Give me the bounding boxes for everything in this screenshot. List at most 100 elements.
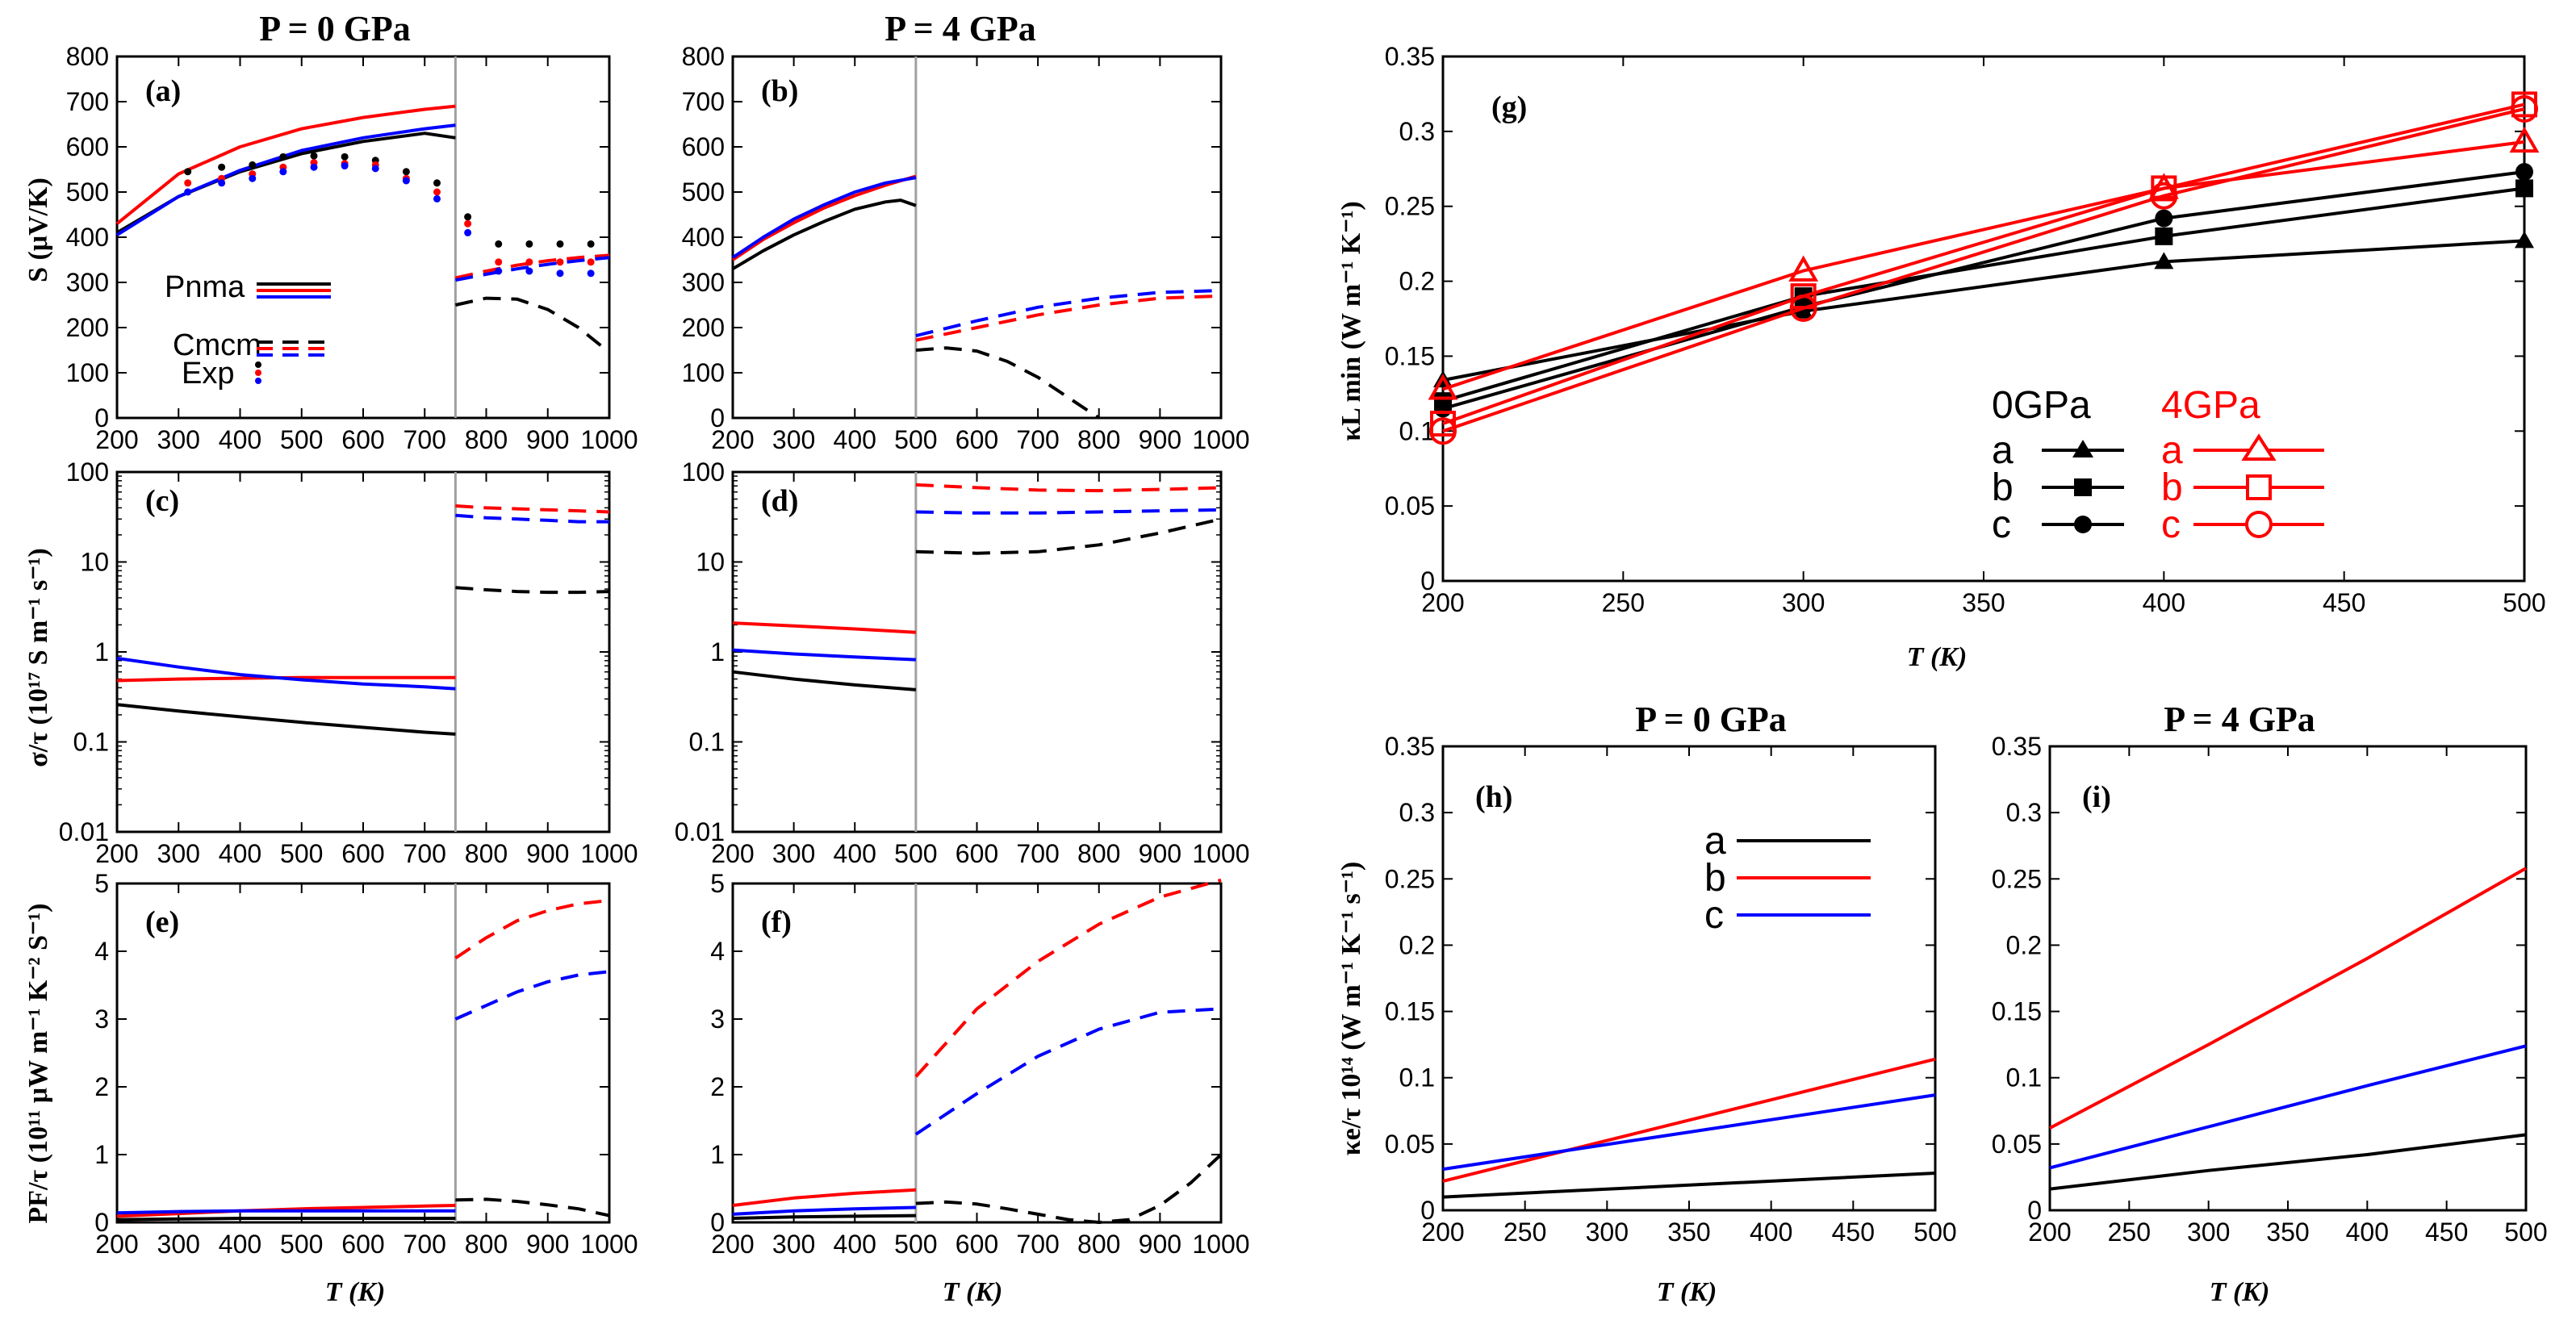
exp-point-exp-a	[279, 152, 287, 161]
x-tick-label-e: 800	[465, 1230, 508, 1259]
y-tick-label-h: 0.3	[1399, 798, 1435, 827]
x-tick-label-i: 400	[2346, 1218, 2389, 1247]
exp-point-exp-a	[433, 179, 441, 187]
legend-exp-c	[255, 378, 261, 384]
plot-frame-g	[1441, 55, 2526, 583]
marker-triangle-4gpa-a	[2509, 126, 2540, 153]
x-tick-label-e: 500	[280, 1230, 323, 1259]
x-tick-label-c: 500	[280, 839, 323, 868]
series-line-a-cmcm-c	[455, 256, 610, 282]
marker-circle-4gpa-c	[2150, 182, 2178, 210]
legend-g-c-4: c	[2161, 503, 2181, 546]
exp-point-exp-b	[495, 258, 503, 266]
x-tick-label-i: 200	[2028, 1218, 2071, 1247]
header-right-p4: P = 4 GPa	[2164, 700, 2315, 739]
x-tick-label-h: 300	[1586, 1218, 1629, 1247]
y-tick-label-b: 400	[682, 223, 725, 252]
series-line-b-pnma-a	[731, 198, 917, 270]
x-tick-label-c: 700	[404, 839, 446, 868]
x-tick-label-f: 1000	[1192, 1230, 1249, 1259]
x-tick-label-f: 800	[1077, 1230, 1120, 1259]
series-line-a-cmcm-b	[454, 253, 610, 280]
marker-square-0gpa-b	[2155, 227, 2173, 245]
exp-point-exp-b	[587, 258, 595, 266]
y-tick-label-g: 0.2	[1399, 267, 1435, 296]
series-line-g-0gpa-c	[1442, 170, 2525, 411]
panel-label-d: (d)	[761, 484, 798, 518]
header-right-p0: P = 0 GPa	[1635, 700, 1787, 739]
panel-label-b: (b)	[761, 74, 798, 108]
y-tick-label-f: 1	[710, 1140, 725, 1169]
x-tick-label-h: 250	[1503, 1218, 1546, 1247]
x-tick-label-f: 300	[772, 1230, 815, 1259]
ylabel-g: κL min (W m⁻¹ K⁻¹)	[1336, 201, 1366, 441]
exp-point-exp-a	[525, 240, 533, 248]
legend-g-marker-a-0	[2072, 440, 2093, 457]
x-tick-label-b: 400	[834, 425, 876, 454]
y-tick-label-f: 2	[710, 1072, 725, 1101]
series-line-d-cmcm-a	[915, 517, 1222, 555]
legend-exp-b	[255, 370, 261, 376]
panel-g: 200 250 300 350 400 450 500 0 0.05 0.1 0.15 0.2 0.25…	[1385, 42, 2546, 617]
legend-g-b-0: b	[1992, 466, 2014, 509]
exp-point-exp-c	[433, 194, 441, 203]
y-tick-label-h: 0	[1420, 1196, 1435, 1225]
series-line-g-4gpa-b	[1442, 102, 2525, 425]
x-tick-label-d: 1000	[1192, 839, 1249, 868]
series-line-h-c	[1442, 1093, 1936, 1172]
x-tick-label-e: 700	[404, 1230, 446, 1259]
x-tick-label-h: 400	[1750, 1218, 1792, 1247]
legend-g: 0GPa 4GPa a a b b c c	[1992, 384, 2324, 546]
ylabel-h: κe/τ 10¹⁴ (W m⁻¹ K⁻¹ s⁻¹)	[1336, 862, 1366, 1155]
exp-point-exp-c	[341, 162, 349, 170]
y-tick-label-a: 800	[66, 42, 109, 71]
x-tick-label-a: 600	[341, 425, 384, 454]
x-tick-label-c: 1000	[580, 839, 638, 868]
x-tick-label-i: 300	[2187, 1218, 2230, 1247]
x-tick-label-e: 200	[95, 1230, 138, 1259]
y-tick-label-g: 0.3	[1399, 117, 1435, 146]
y-tick-label-h: 0.1	[1399, 1063, 1435, 1092]
legend-g-marker-b-0	[2074, 478, 2092, 496]
exp-point-exp-a	[218, 163, 226, 171]
exp-point-exp-a	[402, 168, 410, 176]
panel-c: 200 300 400 500 600 700 800 900 1000 0.01 0.1 1 10 10…	[59, 457, 638, 868]
series-line-g-0gpa-b	[1442, 186, 2525, 403]
x-tick-label-i: 350	[2266, 1218, 2309, 1247]
ylabel-a: S (μV/K)	[23, 178, 53, 282]
y-tick-label-b: 800	[682, 42, 725, 71]
x-tick-label-f: 500	[894, 1230, 937, 1259]
y-tick-label-f: 5	[710, 869, 725, 898]
panel-label-c: (c)	[145, 484, 179, 518]
exp-point-exp-c	[249, 174, 257, 182]
header-left-p0: P = 0 GPa	[259, 9, 411, 48]
x-tick-label-h: 200	[1421, 1218, 1464, 1247]
y-tick-label-g: 0.25	[1385, 192, 1435, 221]
xlabel-h: T (K)	[1657, 1277, 1717, 1307]
y-tick-label-a: 500	[66, 178, 109, 207]
legend-exp-a	[255, 361, 261, 368]
y-tick-label-c: 0.1	[73, 728, 109, 757]
series-line-e-pnma-c	[116, 1209, 456, 1215]
x-tick-label-g: 200	[1421, 588, 1464, 617]
x-tick-label-i: 450	[2425, 1218, 2468, 1247]
marker-circle-0gpa-c	[2515, 163, 2533, 181]
series-line-f-cmcm-c	[914, 1007, 1222, 1136]
y-tick-label-d: 1	[710, 637, 725, 666]
xlabel-f: T (K)	[943, 1277, 1003, 1307]
x-tick-label-c: 200	[95, 839, 138, 868]
x-tick-label-g: 350	[1962, 588, 2005, 617]
y-tick-label-a: 300	[66, 268, 109, 297]
series-line-c-cmcm-a	[455, 586, 610, 595]
y-tick-label-b: 700	[682, 87, 725, 116]
x-tick-label-a: 800	[465, 425, 508, 454]
exp-point-exp-b	[556, 258, 564, 266]
panel-a: 200 300 400 500 600 700 800 900 1000 0 100 200 300 40…	[66, 42, 638, 454]
series-line-e-cmcm-b	[454, 899, 610, 960]
y-tick-label-c: 100	[66, 457, 109, 487]
y-tick-label-a: 600	[66, 132, 109, 161]
y-tick-label-b: 300	[682, 268, 725, 297]
series-line-e-cmcm-c	[454, 970, 610, 1021]
exp-point-exp-c	[310, 163, 318, 171]
